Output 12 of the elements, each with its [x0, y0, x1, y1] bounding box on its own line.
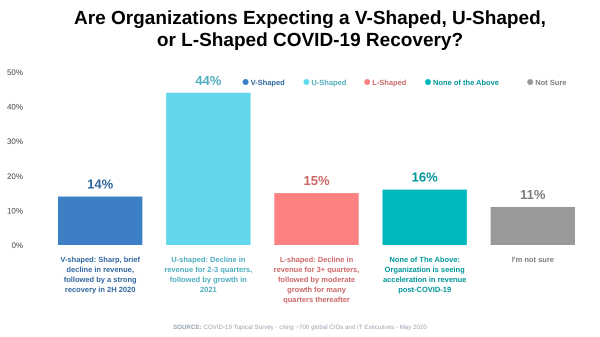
y-tick-label: 30%: [6, 137, 23, 146]
data-label: 14%: [87, 176, 114, 192]
data-label: 11%: [520, 186, 546, 202]
y-tick-label: 20%: [6, 172, 23, 181]
y-tick-label: 40%: [6, 102, 23, 112]
data-label: 15%: [303, 173, 330, 188]
y-tick-label: 50%: [6, 68, 23, 77]
data-label: 16%: [412, 170, 438, 185]
y-tick-label: 10%: [6, 206, 23, 216]
chart-title: Are Organizations Expecting a V-Shaped, U-Shaped, or L-Shaped COVID-19 Recovery?: [74, 8, 546, 51]
y-tick-label: 0%: [11, 241, 23, 250]
data-label: 44%: [195, 72, 222, 88]
